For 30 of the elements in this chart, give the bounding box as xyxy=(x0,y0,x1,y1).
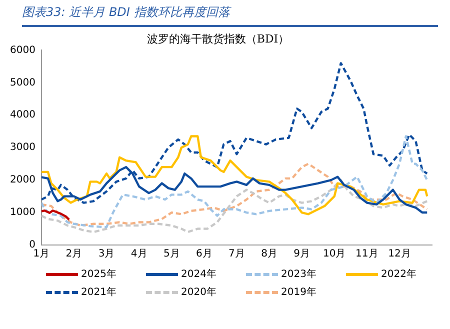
x-tick-label: 5月 xyxy=(163,248,180,260)
legend-label: 2025年 xyxy=(81,268,116,281)
y-tick-label: 0 xyxy=(29,240,36,251)
y-tick-label: 5000 xyxy=(10,77,36,88)
line-series xyxy=(41,162,428,227)
y-tick-label: 6000 xyxy=(10,44,36,56)
x-tick-label: 4月 xyxy=(130,248,148,260)
x-tick-label: 2月 xyxy=(66,248,82,260)
x-tick-label: 7月 xyxy=(228,248,245,260)
x-tick-label: 6月 xyxy=(196,248,212,260)
y-tick-label: 3000 xyxy=(10,142,36,154)
x-tick-label: 8月 xyxy=(261,248,278,260)
y-tick-label: 4000 xyxy=(10,110,36,121)
legend-label: 2019年 xyxy=(281,286,316,299)
legend-label: 2021年 xyxy=(81,286,116,299)
y-tick-label: 1000 xyxy=(10,207,36,218)
x-tick-label: 10月 xyxy=(322,248,346,260)
y-tick-label: 2000 xyxy=(10,174,36,186)
legend-label: 2022年 xyxy=(381,268,416,281)
legend-label: 2020年 xyxy=(181,286,216,299)
chart-subtitle: 波罗的海干散货指数（BDI） xyxy=(146,32,290,46)
chart-title: 图表33: 近半月 BDI 指数环比再度回落 xyxy=(22,4,438,27)
legend-label: 2023年 xyxy=(281,268,316,281)
line-series xyxy=(41,178,428,234)
x-tick-label: 1月 xyxy=(33,248,50,260)
x-tick-label: 11月 xyxy=(356,248,378,260)
x-tick-label: 12月 xyxy=(388,248,411,260)
x-tick-label: 3月 xyxy=(98,248,115,260)
x-tick-label: 9月 xyxy=(294,248,310,260)
legend-label: 2024年 xyxy=(181,268,216,281)
